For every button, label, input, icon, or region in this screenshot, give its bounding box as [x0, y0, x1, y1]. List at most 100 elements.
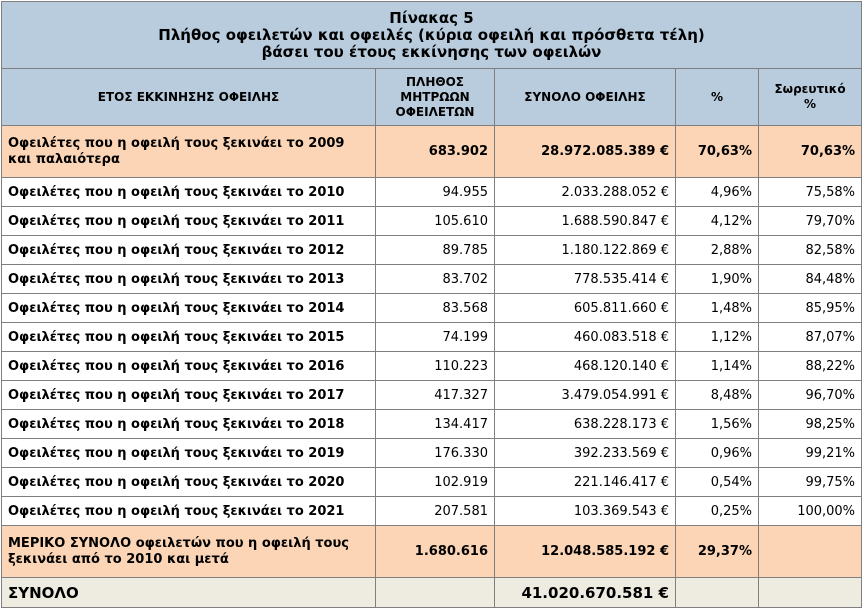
row-cum: 85,95%: [757, 293, 862, 323]
table-row: Οφειλέτες που η οφειλή τους ξεκινάει το …: [1, 322, 862, 352]
row-pct: 4,96%: [675, 177, 759, 207]
row-pct: 70,63%: [675, 125, 759, 178]
subtotal-label: ΜΕΡΙΚΟ ΣΥΝΟΛΟ οφειλετών που η οφειλή του…: [1, 525, 376, 578]
row-label: Οφειλέτες που η οφειλή τους ξεκινάει το …: [1, 496, 376, 526]
table-row: Οφειλέτες που η οφειλή τους ξεκινάει το …: [1, 496, 862, 526]
grand-total-count-empty: [375, 577, 495, 608]
row-label: Οφειλέτες που η οφειλή τους ξεκινάει το …: [1, 438, 376, 468]
row-count: 176.330: [375, 438, 495, 468]
header-pct: %: [675, 68, 759, 126]
row-cum: 87,07%: [757, 322, 862, 352]
row-total: 638.228.173 €: [494, 409, 676, 439]
row-pct: 0,54%: [675, 467, 759, 497]
row-label: Οφειλέτες που η οφειλή τους ξεκινάει το …: [1, 125, 376, 178]
row-total: 605.811.660 €: [494, 293, 676, 323]
title-line-1: Πίνακας 5: [389, 8, 474, 27]
row-pct: 0,96%: [675, 438, 759, 468]
table-row: Οφειλέτες που η οφειλή τους ξεκινάει το …: [1, 206, 862, 236]
subtotal-cum-empty: [757, 525, 862, 578]
row-cum: 96,70%: [757, 380, 862, 410]
row-count: 417.327: [375, 380, 495, 410]
table-row: Οφειλέτες που η οφειλή τους ξεκινάει το …: [1, 409, 862, 439]
row-label: Οφειλέτες που η οφειλή τους ξεκινάει το …: [1, 293, 376, 323]
table-row: Οφειλέτες που η οφειλή τους ξεκινάει το …: [1, 380, 862, 410]
row-label: Οφειλέτες που η οφειλή τους ξεκινάει το …: [1, 206, 376, 236]
row-count: 94.955: [375, 177, 495, 207]
table-row: Οφειλέτες που η οφειλή τους ξεκινάει το …: [1, 235, 862, 265]
row-label: Οφειλέτες που η οφειλή τους ξεκινάει το …: [1, 322, 376, 352]
subtotal-total: 12.048.585.192 €: [494, 525, 676, 578]
table-row: Οφειλέτες που η οφειλή τους ξεκινάει το …: [1, 351, 862, 381]
subtotal-row: ΜΕΡΙΚΟ ΣΥΝΟΛΟ οφειλετών που η οφειλή του…: [1, 525, 862, 578]
header-total: ΣΥΝΟΛΟ ΟΦΕΙΛΗΣ: [494, 68, 676, 126]
row-total: 221.146.417 €: [494, 467, 676, 497]
subtotal-pct: 29,37%: [675, 525, 759, 578]
row-total: 468.120.140 €: [494, 351, 676, 381]
row-pct: 1,12%: [675, 322, 759, 352]
subtotal-count: 1.680.616: [375, 525, 495, 578]
row-total: 103.369.543 €: [494, 496, 676, 526]
row-pct: 2,88%: [675, 235, 759, 265]
row-label: Οφειλέτες που η οφειλή τους ξεκινάει το …: [1, 235, 376, 265]
row-count: 83.702: [375, 264, 495, 294]
table-row: Οφειλέτες που η οφειλή τους ξεκινάει το …: [1, 438, 862, 468]
row-total: 1.180.122.869 €: [494, 235, 676, 265]
row-cum: 82,58%: [757, 235, 862, 265]
row-pct: 4,12%: [675, 206, 759, 236]
row-pct: 1,56%: [675, 409, 759, 439]
row-cum: 79,70%: [757, 206, 862, 236]
row-cum: 100,00%: [757, 496, 862, 526]
row-count: 683.902: [375, 125, 495, 178]
row-count: 134.417: [375, 409, 495, 439]
row-label: Οφειλέτες που η οφειλή τους ξεκινάει το …: [1, 351, 376, 381]
row-label: Οφειλέτες που η οφειλή τους ξεκινάει το …: [1, 409, 376, 439]
title-line-3: βάσει του έτους εκκίνησης των οφειλών: [261, 42, 602, 61]
row-pct: 1,48%: [675, 293, 759, 323]
table-row: Οφειλέτες που η οφειλή τους ξεκινάει το …: [1, 467, 862, 497]
grand-total-pct-empty: [675, 577, 759, 608]
table-row: Οφειλέτες που η οφειλή τους ξεκινάει το …: [1, 293, 862, 323]
row-pct: 1,90%: [675, 264, 759, 294]
row-count: 207.581: [375, 496, 495, 526]
row-count: 105.610: [375, 206, 495, 236]
row-pct: 8,48%: [675, 380, 759, 410]
row-label: Οφειλέτες που η οφειλή τους ξεκινάει το …: [1, 467, 376, 497]
row-count: 74.199: [375, 322, 495, 352]
table-row: Οφειλέτες που η οφειλή τους ξεκινάει το …: [1, 177, 862, 207]
row-count: 89.785: [375, 235, 495, 265]
header-year: ΕΤΟΣ ΕΚΚΙΝΗΣΗΣ ΟΦΕΙΛΗΣ: [1, 68, 376, 126]
grand-total-value: 41.020.670.581 €: [494, 577, 676, 608]
row-count: 83.568: [375, 293, 495, 323]
row-cum: 88,22%: [757, 351, 862, 381]
row-total: 460.083.518 €: [494, 322, 676, 352]
grand-total-cum-empty: [757, 577, 862, 608]
row-cum: 84,48%: [757, 264, 862, 294]
row-label: Οφειλέτες που η οφειλή τους ξεκινάει το …: [1, 264, 376, 294]
row-label: Οφειλέτες που η οφειλή τους ξεκινάει το …: [1, 380, 376, 410]
table-title: Πίνακας 5 Πλήθος οφειλετών και οφειλές (…: [0, 1, 862, 69]
table-row-2009: Οφειλέτες που η οφειλή τους ξεκινάει το …: [1, 125, 862, 178]
row-cum: 98,25%: [757, 409, 862, 439]
header-row: ΕΤΟΣ ΕΚΚΙΝΗΣΗΣ ΟΦΕΙΛΗΣ ΠΛΗΘΟΣ ΜΗΤΡΩΩΝ ΟΦ…: [1, 68, 862, 126]
row-cum: 99,75%: [757, 467, 862, 497]
row-cum: 99,21%: [757, 438, 862, 468]
header-cum: Σωρευτικό %: [757, 68, 862, 126]
row-count: 102.919: [375, 467, 495, 497]
row-total: 778.535.414 €: [494, 264, 676, 294]
row-pct: 0,25%: [675, 496, 759, 526]
row-pct: 1,14%: [675, 351, 759, 381]
row-total: 28.972.085.389 €: [494, 125, 676, 178]
table-row: Οφειλέτες που η οφειλή τους ξεκινάει το …: [1, 264, 862, 294]
row-total: 1.688.590.847 €: [494, 206, 676, 236]
row-cum: 75,58%: [757, 177, 862, 207]
row-count: 110.223: [375, 351, 495, 381]
row-total: 392.233.569 €: [494, 438, 676, 468]
row-cum: 70,63%: [757, 125, 862, 178]
row-total: 2.033.288.052 €: [494, 177, 676, 207]
row-total: 3.479.054.991 €: [494, 380, 676, 410]
grand-total-row: ΣΥΝΟΛΟ 41.020.670.581 €: [1, 577, 862, 608]
header-count: ΠΛΗΘΟΣ ΜΗΤΡΩΩΝ ΟΦΕΙΛΕΤΩΝ: [375, 68, 495, 126]
grand-total-label: ΣΥΝΟΛΟ: [1, 577, 376, 608]
row-label: Οφειλέτες που η οφειλή τους ξεκινάει το …: [1, 177, 376, 207]
